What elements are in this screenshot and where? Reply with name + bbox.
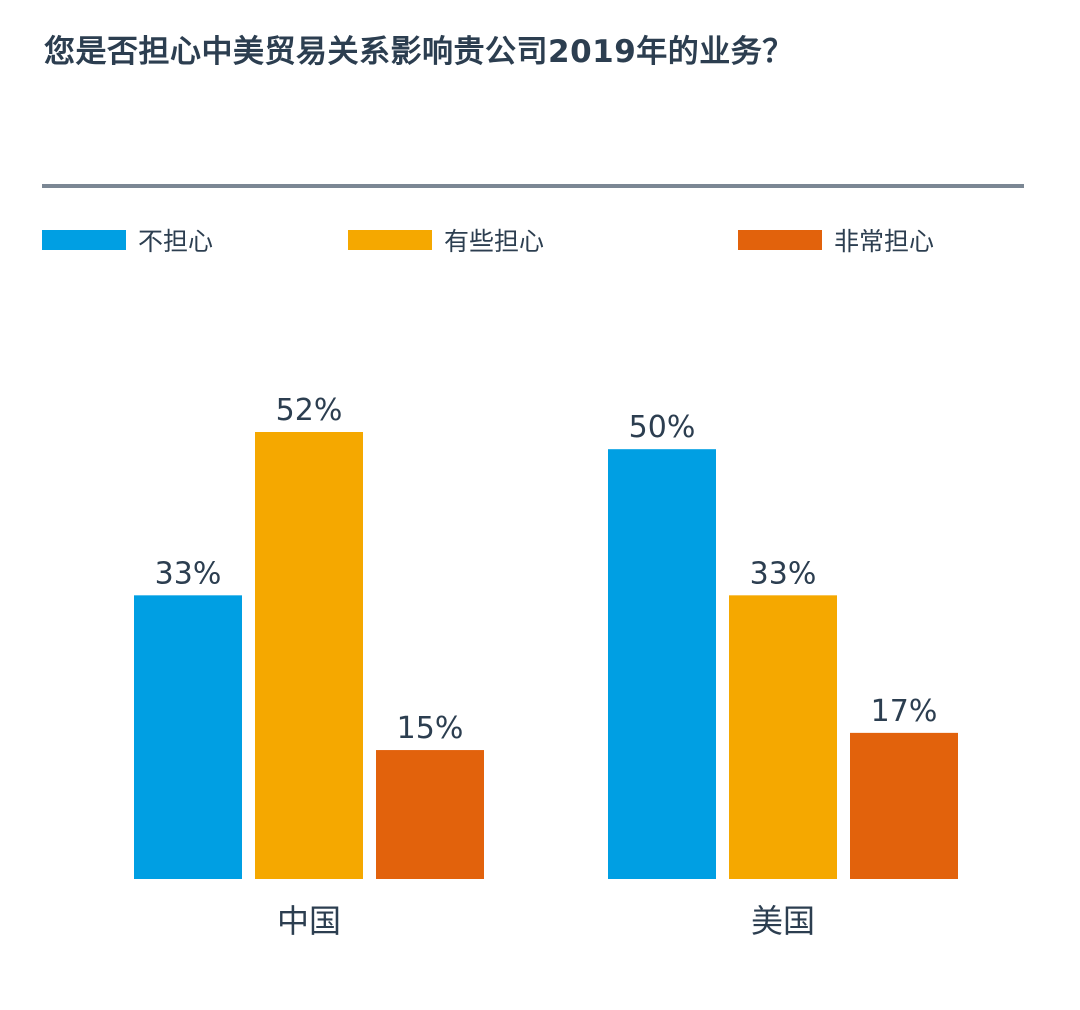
legend-swatch-not-worried	[42, 230, 126, 250]
data-label-1-1: 33%	[750, 556, 817, 591]
category-label-1: 美国	[751, 902, 815, 940]
bar-0-2	[376, 750, 484, 879]
bar-1-1	[729, 595, 837, 879]
bar-0-0	[134, 595, 242, 879]
data-label-1-2: 17%	[871, 694, 938, 729]
data-label-0-1: 52%	[276, 393, 343, 428]
category-label-0: 中国	[277, 902, 341, 940]
bar-1-2	[850, 732, 958, 879]
chart-title: 您是否担心中美贸易关系影响贵公司2019年的业务？	[44, 34, 794, 70]
bar-0-1	[255, 432, 363, 879]
legend-swatch-somewhat-worried	[348, 230, 432, 250]
legend-label-very-worried: 非常担心	[834, 227, 935, 256]
bar-1-0	[608, 449, 716, 879]
title-divider	[42, 184, 1024, 188]
legend-item-somewhat-worried: 有些担心	[348, 224, 544, 256]
data-label-0-2: 15%	[397, 711, 464, 746]
legend-swatch-very-worried	[738, 230, 822, 250]
legend-item-very-worried: 非常担心	[738, 224, 934, 256]
legend-item-not-worried: 不担心	[42, 224, 213, 256]
legend-label-not-worried: 不担心	[138, 227, 214, 256]
data-label-0-0: 33%	[155, 556, 222, 591]
legend-label-somewhat-worried: 有些担心	[444, 227, 545, 256]
data-label-1-0: 50%	[629, 410, 696, 445]
